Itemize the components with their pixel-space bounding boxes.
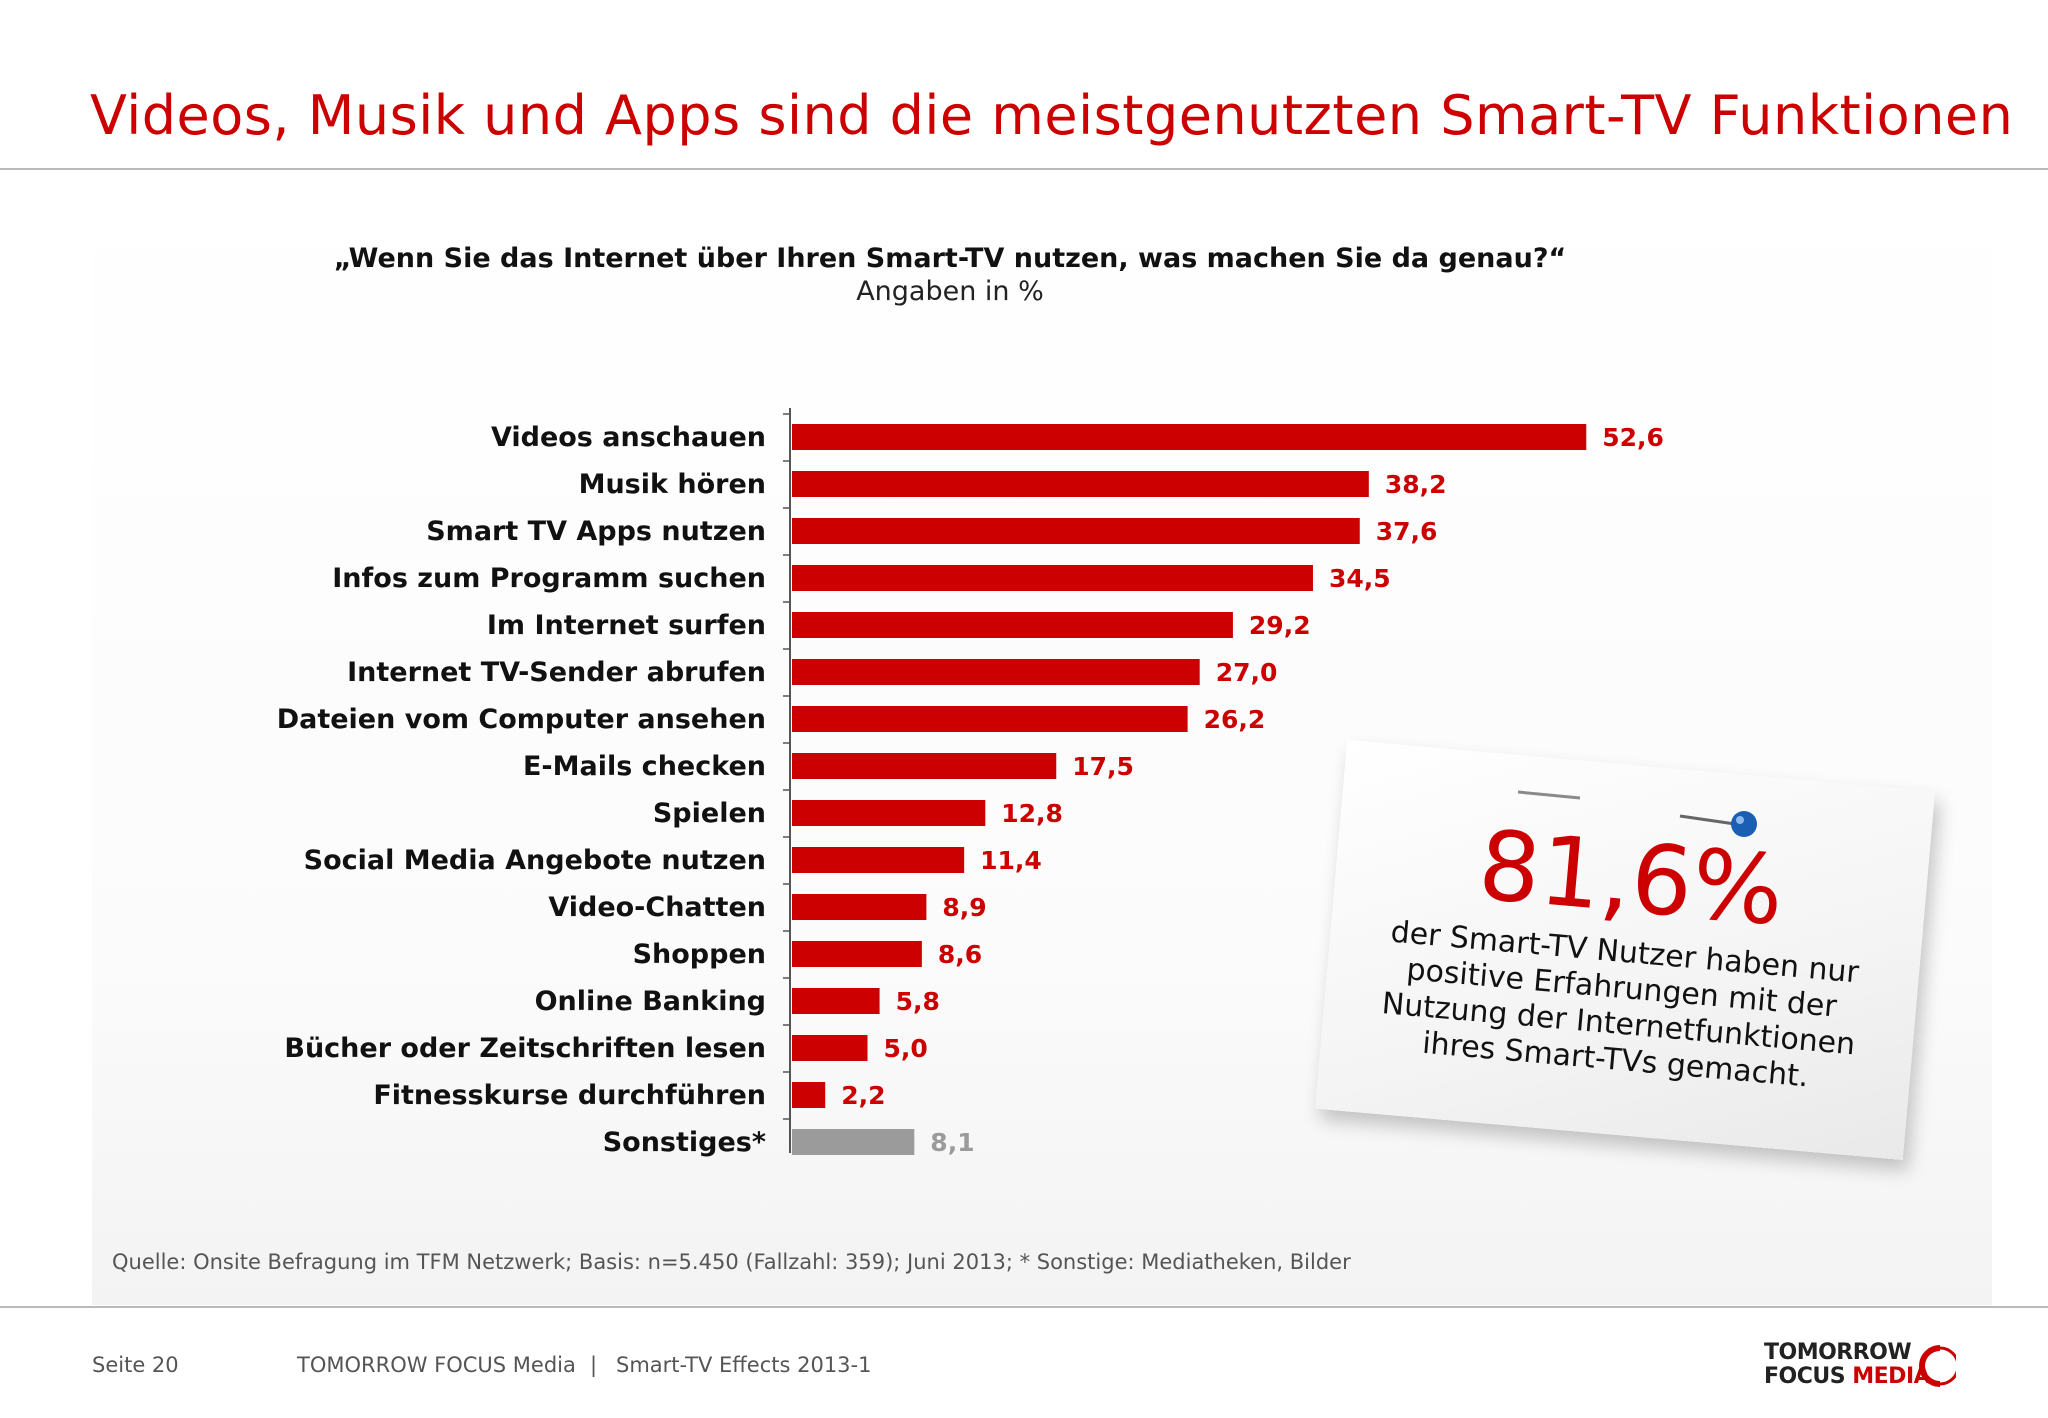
bar — [792, 847, 965, 873]
pin-icon — [1517, 790, 1757, 837]
logo-mark-icon — [1919, 1345, 1956, 1387]
source-note: Quelle: Onsite Befragung im TFM Netzwerk… — [112, 1250, 1351, 1274]
logo-line2: FOCUS MEDIA — [1764, 1364, 1931, 1389]
bar — [792, 1035, 868, 1061]
value-label: 12,8 — [1001, 799, 1063, 828]
value-label: 26,2 — [1204, 705, 1266, 734]
value-label: 27,0 — [1216, 658, 1278, 687]
value-label: 29,2 — [1249, 611, 1311, 640]
bar — [792, 565, 1313, 591]
value-label: 8,9 — [942, 893, 986, 922]
chart-question: „Wenn Sie das Internet über Ihren Smart-… — [333, 243, 1567, 274]
footer-divider — [0, 1306, 2048, 1308]
value-label: 17,5 — [1072, 752, 1134, 781]
category-label: Social Media Angebote nutzen — [304, 845, 766, 876]
logo-line1: TOMORROW — [1764, 1340, 1912, 1365]
category-label: Im Internet surfen — [487, 610, 766, 641]
bar — [792, 659, 1200, 685]
bar — [792, 518, 1360, 544]
bar — [792, 424, 1587, 450]
footer-company: TOMORROW FOCUS Media — [297, 1353, 576, 1377]
category-label: Sonstiges* — [603, 1127, 766, 1158]
bar — [792, 988, 880, 1014]
category-label: Fitnesskurse durchführen — [373, 1080, 766, 1111]
bar — [792, 941, 922, 967]
logo-focus: FOCUS — [1764, 1364, 1846, 1389]
value-label: 11,4 — [980, 846, 1042, 875]
bar — [792, 800, 986, 826]
bar — [792, 706, 1188, 732]
bar — [792, 612, 1233, 638]
category-label: Musik hören — [579, 469, 766, 500]
value-label: 8,1 — [930, 1128, 974, 1157]
footer-report: Smart-TV Effects 2013-1 — [616, 1353, 872, 1377]
category-label: Dateien vom Computer ansehen — [277, 704, 766, 735]
category-label: E-Mails checken — [523, 751, 766, 782]
bar — [792, 1082, 826, 1108]
bar — [792, 894, 927, 920]
value-label: 38,2 — [1385, 470, 1447, 499]
category-label: Shoppen — [633, 939, 766, 970]
category-label: Internet TV-Sender abrufen — [347, 657, 766, 688]
value-label: 5,8 — [896, 987, 940, 1016]
logo-media: MEDIA — [1852, 1364, 1931, 1389]
bar — [792, 753, 1057, 779]
title-divider — [0, 168, 2048, 170]
page-number: Seite 20 — [92, 1353, 179, 1377]
value-label: 8,6 — [938, 940, 982, 969]
category-label: Video-Chatten — [548, 892, 766, 923]
category-label: Spielen — [653, 798, 766, 829]
chart-unit-label: Angaben in % — [856, 276, 1044, 307]
footer-separator: | — [590, 1353, 598, 1377]
category-label: Videos anschauen — [491, 422, 766, 453]
category-label: Smart TV Apps nutzen — [426, 516, 766, 547]
page-title: Videos, Musik und Apps sind die meistgen… — [90, 84, 2014, 147]
bar — [792, 1129, 915, 1155]
value-label: 34,5 — [1329, 564, 1391, 593]
value-label: 2,2 — [841, 1081, 885, 1110]
company-logo: TOMORROW FOCUS MEDIA — [1764, 1340, 1964, 1396]
value-label: 52,6 — [1602, 423, 1664, 452]
value-label: 37,6 — [1376, 517, 1438, 546]
category-label: Online Banking — [535, 986, 766, 1017]
value-label: 5,0 — [884, 1034, 928, 1063]
category-label: Infos zum Programm suchen — [332, 563, 766, 594]
category-label: Bücher oder Zeitschriften lesen — [284, 1033, 766, 1064]
bar — [792, 471, 1369, 497]
